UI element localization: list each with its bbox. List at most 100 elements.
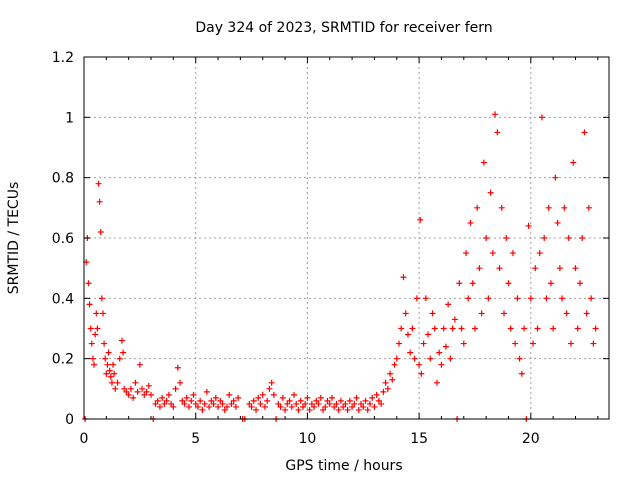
- data-point: [532, 265, 539, 272]
- data-point: [476, 265, 483, 272]
- data-point: [104, 361, 111, 368]
- data-point: [516, 355, 523, 362]
- data-point: [509, 250, 516, 257]
- data-point: [536, 250, 543, 257]
- data-point: [194, 403, 201, 410]
- data-point: [585, 204, 592, 211]
- y-tick-label: 1: [65, 110, 74, 126]
- data-point: [574, 325, 581, 332]
- data-point: [156, 403, 163, 410]
- data-point: [313, 397, 320, 404]
- data-point: [186, 403, 192, 410]
- data-point: [328, 394, 335, 401]
- data-point: [130, 394, 137, 401]
- data-point: [255, 394, 262, 401]
- data-point: [570, 159, 577, 166]
- data-point: [134, 388, 141, 395]
- data-point: [132, 379, 139, 386]
- data-point: [108, 379, 115, 386]
- data-point: [230, 397, 237, 404]
- x-tick-label: 0: [80, 431, 89, 447]
- data-point: [266, 385, 273, 392]
- data-point: [579, 235, 586, 241]
- data-point: [246, 400, 253, 407]
- data-point: [543, 295, 550, 302]
- data-point: [97, 228, 104, 235]
- data-point: [358, 400, 365, 407]
- data-point: [404, 331, 411, 338]
- data-point: [451, 316, 458, 323]
- data-point: [492, 111, 499, 118]
- data-point: [288, 403, 295, 410]
- data-point: [458, 325, 465, 332]
- data-point: [460, 340, 467, 347]
- data-point: [556, 265, 563, 272]
- data-point: [96, 198, 103, 205]
- y-tick-label: 0: [65, 412, 74, 428]
- data-point: [317, 394, 324, 401]
- data-points: [82, 111, 599, 422]
- data-point: [402, 310, 409, 317]
- data-point: [380, 388, 387, 395]
- data-point: [210, 400, 217, 407]
- data-point: [342, 400, 349, 407]
- data-point: [199, 406, 206, 413]
- data-point: [311, 403, 318, 410]
- data-point: [512, 340, 519, 347]
- data-point: [295, 406, 302, 413]
- data-point: [440, 325, 447, 332]
- data-point: [581, 129, 588, 136]
- data-point: [447, 355, 454, 362]
- data-point: [507, 325, 514, 332]
- data-point: [197, 397, 204, 404]
- data-point: [393, 355, 400, 362]
- data-point: [282, 406, 289, 413]
- data-point: [398, 325, 405, 332]
- data-point: [545, 204, 552, 211]
- data-point: [465, 295, 472, 302]
- data-point: [206, 403, 213, 410]
- data-point: [407, 349, 414, 356]
- data-point: [275, 400, 282, 407]
- x-tick-label: 20: [522, 431, 540, 447]
- data-point: [326, 400, 333, 407]
- data-point: [148, 391, 155, 398]
- data-point: [270, 391, 277, 398]
- data-point: [163, 397, 170, 404]
- data-point: [304, 394, 311, 401]
- data-point: [116, 355, 123, 362]
- data-point: [250, 397, 257, 404]
- data-point: [590, 340, 597, 347]
- data-point: [346, 397, 353, 404]
- data-point: [463, 250, 470, 257]
- data-point: [170, 403, 177, 410]
- data-point: [331, 403, 338, 410]
- data-point: [530, 340, 537, 347]
- data-point: [114, 379, 121, 386]
- data-point: [320, 406, 327, 413]
- data-point: [212, 394, 219, 401]
- data-point: [474, 204, 481, 211]
- data-point: [487, 189, 494, 196]
- data-point: [355, 406, 362, 413]
- data-point: [554, 219, 561, 226]
- data-point: [201, 400, 208, 407]
- data-point: [433, 379, 440, 386]
- data-point: [192, 400, 199, 407]
- data-point: [396, 340, 402, 347]
- data-point: [420, 340, 427, 347]
- x-axis-label: GPS time / hours: [285, 458, 402, 474]
- data-point: [417, 216, 424, 223]
- data-point: [449, 325, 456, 332]
- data-point: [95, 180, 102, 187]
- data-point: [538, 114, 545, 121]
- data-point: [172, 385, 179, 392]
- data-point: [168, 400, 175, 407]
- x-tick-label: 15: [410, 431, 428, 447]
- data-point: [409, 325, 416, 332]
- data-point: [219, 400, 226, 407]
- data-point: [123, 388, 130, 395]
- data-point: [127, 385, 134, 392]
- data-point: [353, 394, 360, 401]
- data-point: [257, 400, 264, 407]
